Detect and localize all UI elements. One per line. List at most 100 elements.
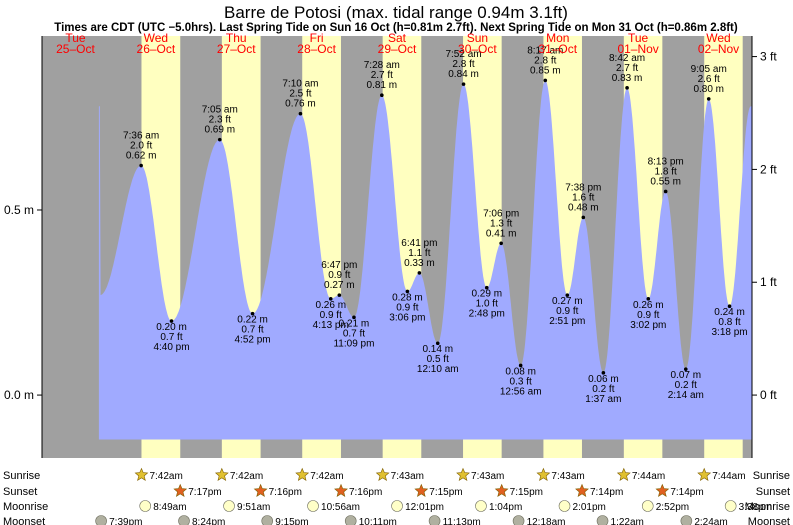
- moonset-icon: [512, 515, 525, 525]
- day-label-date: 02–Nov: [698, 42, 739, 56]
- row-label-left: Sunset: [3, 486, 37, 498]
- tide-point-label: 0.9 ft: [328, 270, 350, 281]
- day-label-date: 31–Oct: [538, 42, 577, 56]
- tide-point-label: 8:13 pm: [648, 156, 684, 167]
- tide-point: [435, 341, 440, 346]
- moonset-icon: [596, 515, 609, 525]
- day-label-dow: Tue: [65, 31, 86, 45]
- tide-point-label: 0.7 ft: [343, 328, 365, 339]
- tide-point-label: 1.1 ft: [408, 248, 430, 259]
- event-time-label: 7:43am: [471, 471, 504, 482]
- tide-point: [581, 215, 586, 220]
- tide-point-label: 12:56 am: [500, 386, 542, 397]
- tide-point-label: 7:05 am: [202, 105, 238, 116]
- event-time-label: 7:14pm: [590, 487, 623, 498]
- tide-point: [139, 163, 143, 168]
- tide-point: [646, 297, 651, 301]
- tide-point: [217, 137, 222, 142]
- moonset-icon: [428, 515, 441, 525]
- tide-point-label: 0.8 ft: [718, 317, 740, 328]
- moonset-icon: [344, 515, 357, 525]
- day-label-dow: Fri: [310, 31, 324, 45]
- day-label-date: 27–Oct: [217, 42, 256, 56]
- sun-moon-rows: Sunrise Sunrise Sunset Sunset Moonrise Moonri…: [3, 467, 790, 525]
- tide-point: [499, 241, 503, 246]
- sunset-icon: [575, 483, 589, 497]
- tide-point-label: 2.0 ft: [130, 141, 152, 152]
- sunset-icon: [334, 483, 348, 497]
- day-label-date: 25–Oct: [56, 42, 95, 56]
- tide-point-label: 6:47 pm: [321, 260, 357, 271]
- event-time-label: 7:44am: [632, 471, 665, 482]
- moonrise-icon: [307, 500, 319, 512]
- tide-point: [543, 78, 548, 83]
- tide-point-label: 2.7 ft: [616, 63, 638, 74]
- moonset-icon: [680, 515, 693, 525]
- tide-point-label: 2.3 ft: [209, 115, 231, 126]
- tide-point-label: 0.84 m: [448, 69, 479, 80]
- event-time-label: 7:39pm: [109, 517, 142, 525]
- row-label-left: Sunrise: [3, 470, 40, 482]
- event-time-label: 1:22am: [611, 517, 644, 525]
- tide-area: [98, 80, 752, 440]
- sunrise-icon: [295, 467, 310, 481]
- tide-point: [380, 93, 384, 98]
- right-tick-label: 0 ft: [760, 388, 777, 402]
- tide-point-label: 8:17 am: [527, 45, 563, 56]
- tide-point-label: 9:05 am: [691, 64, 727, 75]
- row-label-right: Sunrise: [753, 470, 790, 482]
- event-time-label: 7:43am: [391, 471, 424, 482]
- day-label-date: 30–Oct: [458, 42, 497, 56]
- event-time-label: 7:17pm: [188, 487, 221, 498]
- sunrise-icon: [134, 467, 149, 481]
- tide-point-label: 0.80 m: [693, 84, 724, 95]
- tide-point-label: 0.26 m: [315, 300, 346, 311]
- day-label-dow: Mon: [546, 31, 569, 45]
- event-time-label: 10:11pm: [359, 517, 397, 525]
- moonrise-icon: [724, 500, 737, 512]
- tide-point-label: 12:10 am: [417, 364, 459, 375]
- tide-point-label: 3:18 pm: [711, 327, 747, 338]
- tide-point-label: 4:52 pm: [234, 335, 270, 346]
- day-label-dow: Wed: [144, 31, 168, 45]
- event-time-label: 7:42am: [310, 471, 343, 482]
- tide-point-label: 0.27 m: [324, 280, 355, 291]
- sunrise-icon: [214, 467, 229, 481]
- day-label-dow: Tue: [628, 31, 649, 45]
- tide-point-label: 0.9 ft: [637, 310, 659, 321]
- tide-point: [417, 271, 422, 275]
- tide-point-label: 2:48 pm: [469, 309, 505, 320]
- tide-point-label: 0.3 ft: [510, 376, 532, 387]
- moonset-icon: [95, 515, 107, 525]
- day-label-date: 29–Oct: [378, 42, 417, 56]
- event-time-label: 2:24am: [694, 517, 727, 525]
- tide-point-label: 4:13 pm: [313, 320, 349, 331]
- day-label-dow: Thu: [226, 31, 247, 45]
- tide-point-label: 1.3 ft: [490, 218, 512, 229]
- tide-point-label: 1.6 ft: [572, 192, 594, 203]
- day-label-date: 01–Nov: [617, 42, 658, 56]
- event-time-label: 7:16pm: [349, 487, 382, 498]
- sunrise-icon: [697, 467, 712, 481]
- tide-point-label: 0.81 m: [367, 80, 398, 91]
- sunset-icon: [655, 483, 670, 497]
- event-time-label: 7:15pm: [510, 487, 543, 498]
- tide-point-label: 7:52 am: [445, 49, 481, 60]
- tide-point: [337, 293, 342, 297]
- tide-point-label: 0.7 ft: [241, 325, 263, 336]
- chart-title: Barre de Potosi (max. tidal range 0.94m …: [224, 3, 568, 22]
- moonset-icon: [261, 515, 274, 525]
- event-time-label: 8:24pm: [192, 517, 225, 525]
- tide-point: [625, 86, 629, 90]
- tide-point: [706, 97, 711, 101]
- tide-point-label: 0.55 m: [650, 176, 681, 187]
- sunset-icon: [414, 483, 429, 497]
- tide-point-label: 0.62 m: [126, 151, 157, 162]
- event-time-label: 7:42am: [149, 471, 182, 482]
- event-time-label: 7:16pm: [269, 487, 302, 498]
- sunset-icon: [173, 483, 188, 497]
- tide-point-label: 2.6 ft: [698, 74, 720, 85]
- tide-point-label: 7:28 am: [364, 60, 400, 71]
- tide-point-label: 4:40 pm: [153, 342, 189, 353]
